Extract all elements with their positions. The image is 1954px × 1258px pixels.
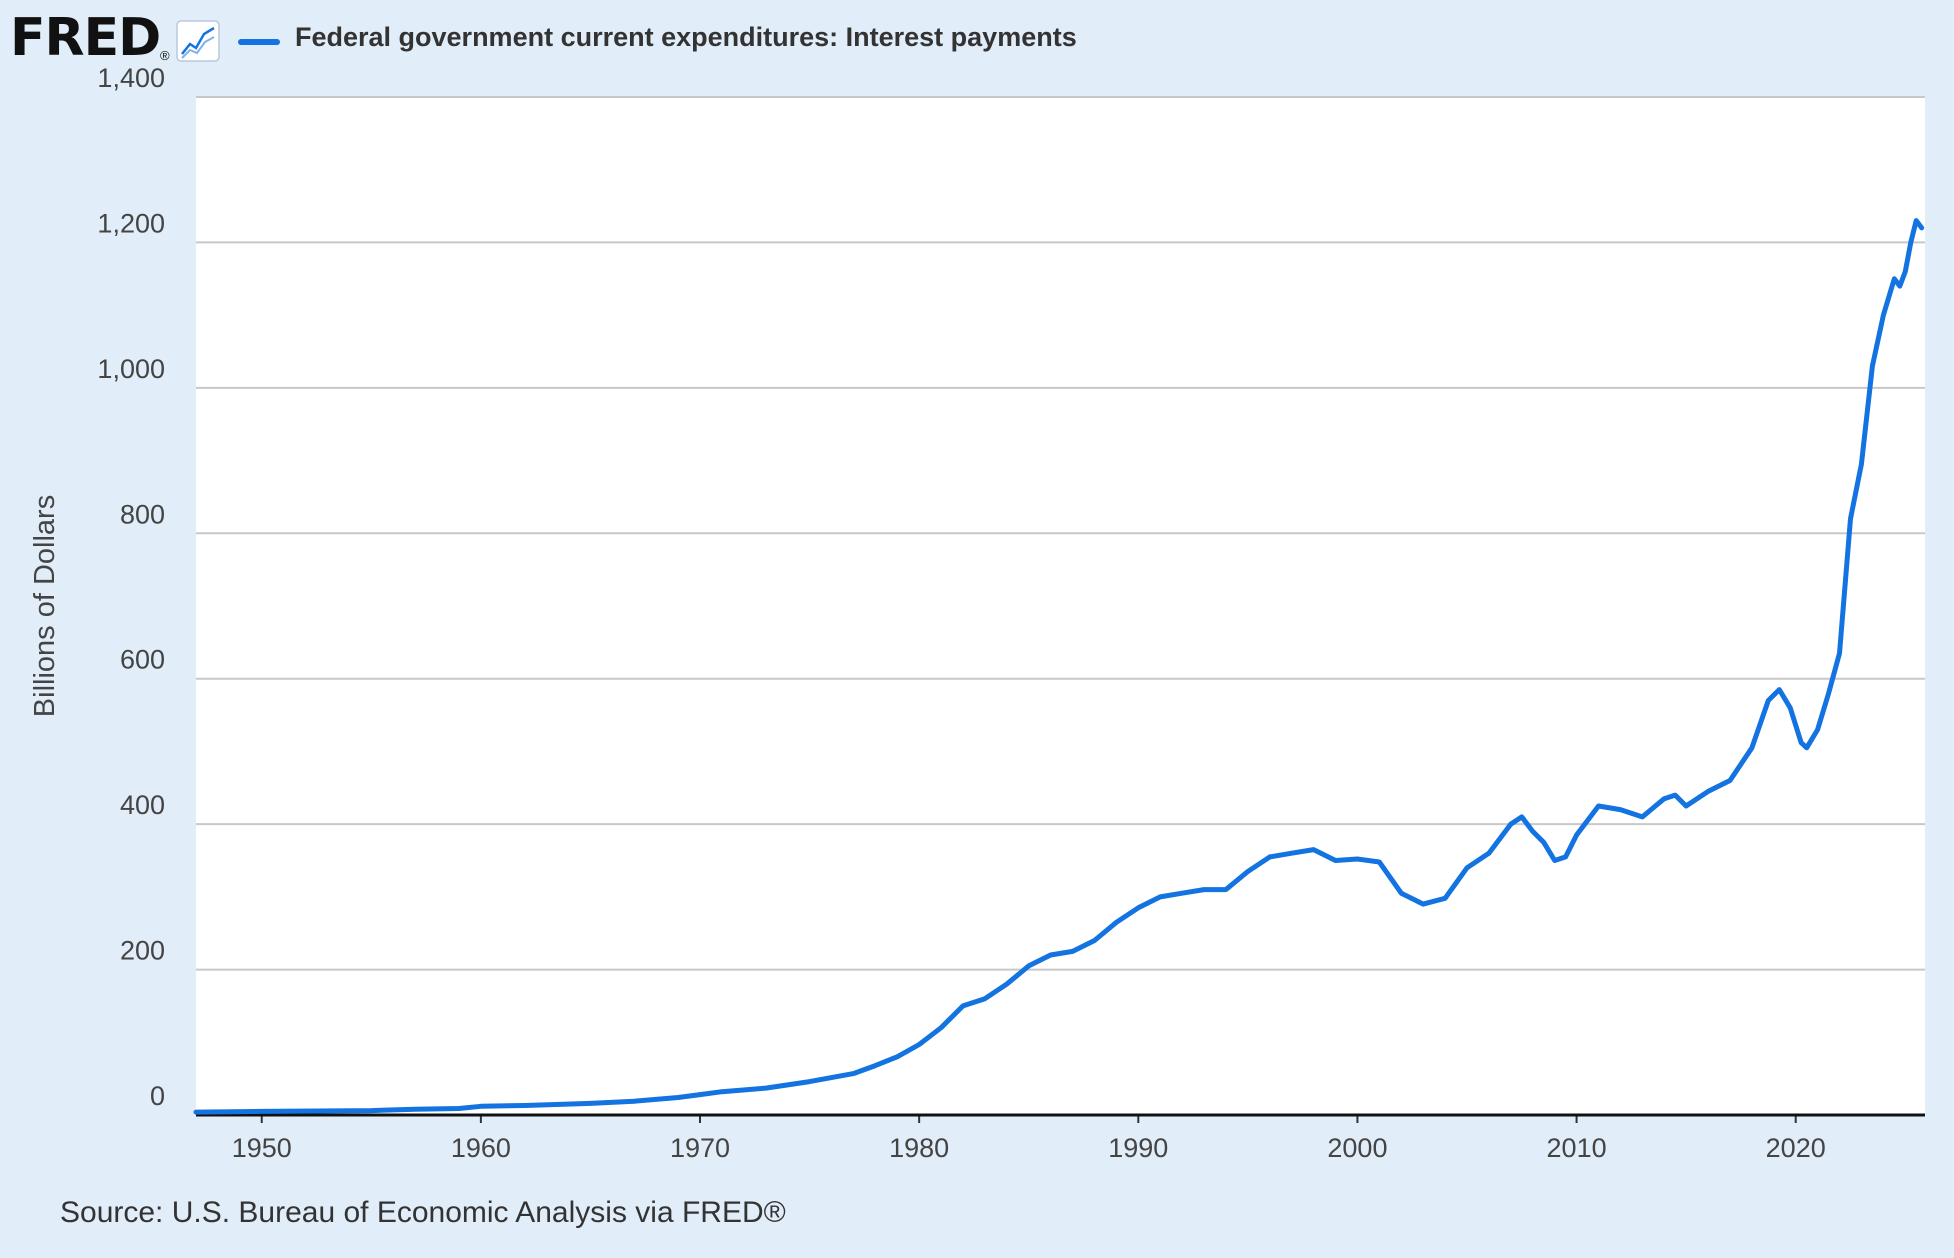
y-tick-label: 800 (120, 499, 165, 529)
y-tick-label: 1,000 (97, 354, 165, 384)
x-axis-ticks: 1950 1960 1970 1980 1990 2000 2010 2020 (232, 1115, 1826, 1163)
plot-area (196, 97, 1925, 1115)
x-tick-label: 1970 (670, 1133, 730, 1163)
x-tick-label: 1960 (451, 1133, 511, 1163)
line-graph-icon[interactable] (176, 20, 220, 62)
source-note: Source: U.S. Bureau of Economic Analysis… (60, 1196, 786, 1229)
line-chart: 0 200 400 600 800 1,000 1,200 1,400 1950 1960 197… (29, 63, 1925, 1163)
chart-header: FRED ® Federal government current expend… (0, 0, 1954, 80)
y-tick-label: 600 (120, 645, 165, 675)
y-tick-label: 1,200 (97, 208, 165, 238)
x-tick-label: 1950 (232, 1133, 292, 1163)
y-tick-label: 0 (150, 1081, 165, 1111)
y-axis-ticks: 0 200 400 600 800 1,000 1,200 1,400 (97, 63, 165, 1111)
grid-lines (196, 96, 1925, 971)
x-tick-label: 2020 (1766, 1133, 1826, 1163)
legend-label: Federal government current expenditures:… (295, 22, 1077, 52)
y-tick-label: 400 (120, 790, 165, 820)
y-tick-label: 200 (120, 936, 165, 966)
y-tick-label: 1,400 (97, 63, 165, 93)
series-line-interest-payments (193, 218, 1925, 1115)
fred-logo[interactable]: FRED (10, 8, 161, 68)
x-tick-label: 2010 (1547, 1133, 1607, 1163)
x-tick-label: 1980 (889, 1133, 949, 1163)
fred-registered-mark: ® (160, 48, 170, 63)
x-tick-label: 2000 (1327, 1133, 1387, 1163)
y-axis-label: Billions of Dollars (29, 495, 61, 717)
x-tick-label: 1990 (1108, 1133, 1168, 1163)
legend-swatch (238, 39, 280, 45)
